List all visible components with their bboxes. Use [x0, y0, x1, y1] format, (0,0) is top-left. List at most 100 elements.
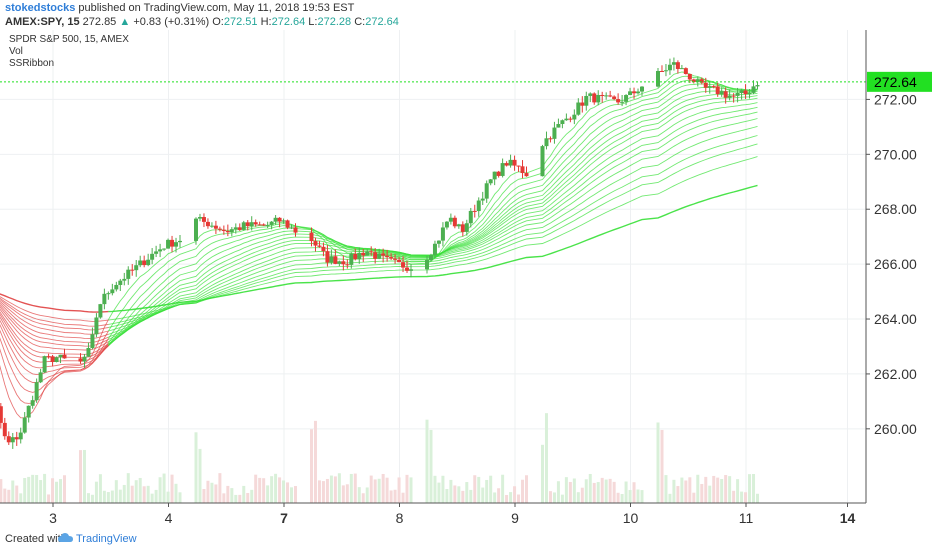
volume-bar	[505, 494, 509, 503]
volume-bar	[106, 492, 110, 503]
candle-body	[624, 95, 629, 102]
volume-bar	[628, 490, 632, 503]
candle-body	[0, 406, 3, 423]
volume-bar	[174, 483, 178, 503]
ribbon-line	[0, 324, 109, 376]
candle-body	[620, 101, 625, 103]
candle-body	[118, 280, 123, 285]
tradingview-brand[interactable]: TradingView	[76, 533, 137, 545]
candle-body	[150, 253, 155, 260]
candle-body	[544, 138, 549, 147]
candle-body	[205, 221, 210, 227]
candle-body	[608, 95, 613, 97]
high-label: H:	[260, 16, 272, 28]
candle-body	[428, 255, 433, 260]
candle-body	[604, 95, 609, 97]
candle-body	[30, 400, 35, 406]
candle-body	[237, 227, 242, 230]
volume-bar	[313, 420, 317, 503]
candle-body	[616, 99, 621, 103]
volume-bar	[568, 481, 572, 503]
volume-bar	[664, 475, 668, 503]
volume-bar	[262, 478, 266, 503]
ribbon-line	[108, 106, 758, 340]
volume-bar	[11, 480, 15, 503]
candle-body	[747, 92, 752, 95]
volume-bar	[560, 494, 564, 503]
candle-body	[10, 437, 15, 443]
candle-body	[719, 91, 724, 95]
legend-ssribbon[interactable]: SSRibbon	[9, 58, 55, 69]
volume-bar	[118, 489, 122, 503]
candle-body	[42, 356, 47, 373]
candle-body	[520, 166, 525, 174]
ribbon-line	[0, 297, 109, 327]
volume-bar	[282, 480, 286, 503]
volume-bar	[361, 493, 365, 503]
candle-body	[58, 354, 63, 358]
ribbon-line	[108, 97, 758, 345]
volume-bar	[321, 481, 325, 503]
candle-body	[472, 210, 477, 212]
volume-bar	[680, 477, 684, 503]
candle-body	[106, 293, 111, 295]
volume-bar	[369, 475, 373, 503]
candle-body	[229, 229, 234, 233]
ribbon-line	[0, 293, 109, 313]
volume-bar	[246, 492, 250, 503]
candle-body	[142, 260, 147, 266]
volume-bar	[596, 482, 600, 503]
volume-bar	[218, 473, 222, 503]
candle-body	[289, 227, 294, 229]
candle-body	[584, 95, 589, 106]
volume-bar	[110, 490, 114, 503]
candle-body	[460, 224, 465, 232]
volume-bar	[242, 485, 246, 503]
candle-body	[26, 405, 31, 418]
volume-bar	[405, 474, 409, 503]
time-tick-label: 10	[623, 510, 639, 526]
volume-bar	[381, 473, 385, 503]
candle-body	[656, 70, 660, 87]
candle-body	[249, 222, 254, 227]
volume-bar	[425, 419, 429, 503]
candle-body	[170, 239, 175, 247]
price-tick-label: 266.00	[874, 256, 917, 272]
candle-body	[54, 357, 59, 362]
author-link[interactable]: stokedstocks	[5, 2, 76, 14]
volume-bar	[636, 489, 640, 503]
candle-body	[110, 289, 115, 294]
candle-body	[488, 179, 493, 184]
volume-bar	[473, 475, 477, 503]
legend-title: SPDR S&P 500, 15, AMEX	[9, 34, 129, 45]
candle-body	[699, 79, 704, 83]
candle-body	[162, 248, 167, 250]
ribbon-line	[108, 118, 758, 335]
candle-body	[492, 171, 497, 180]
price-chart[interactable]: 260.00 262.00 264.00 266.00 268.00 270.00 272.…	[0, 30, 932, 528]
change-arrow-icon: ▲	[119, 16, 131, 28]
volume-bar	[86, 493, 90, 503]
candle-body	[743, 90, 748, 95]
volume-bar	[15, 485, 19, 503]
symbol-label[interactable]: AMEX:SPY, 15	[5, 16, 80, 28]
volume-bar	[0, 479, 3, 503]
candle-body	[695, 79, 700, 83]
volume-bar	[584, 479, 588, 503]
created-with-text: Created with	[5, 533, 67, 545]
legend-volume[interactable]: Vol	[9, 46, 23, 57]
volume-bar	[39, 480, 43, 503]
candle-body	[369, 251, 374, 253]
candle-body	[580, 102, 585, 106]
volume-bar	[433, 475, 437, 503]
candle-body	[568, 118, 573, 120]
candle-body	[273, 217, 278, 222]
high-value: 272.64	[271, 16, 306, 28]
candle-body	[452, 217, 457, 227]
candle-body	[405, 267, 410, 271]
volume-bar	[210, 482, 214, 503]
candle-body	[385, 255, 390, 258]
candle-body	[448, 217, 453, 222]
volume-bar	[389, 490, 393, 503]
candle-body	[309, 232, 314, 242]
